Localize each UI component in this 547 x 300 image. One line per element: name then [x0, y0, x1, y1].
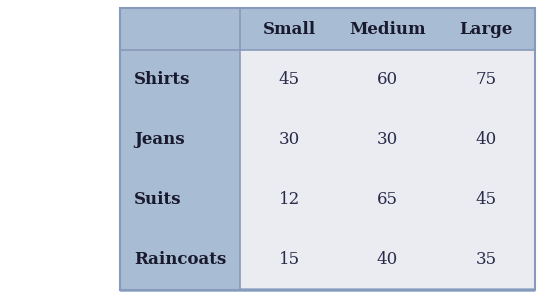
Bar: [240, 50, 535, 290]
Text: 40: 40: [377, 251, 398, 268]
Text: Jeans: Jeans: [134, 131, 185, 148]
Text: 75: 75: [475, 71, 496, 88]
Bar: [120, 50, 240, 290]
Text: Large: Large: [459, 20, 513, 38]
Text: 12: 12: [278, 191, 300, 208]
Text: 30: 30: [377, 131, 398, 148]
Text: 45: 45: [475, 191, 496, 208]
Text: Shirts: Shirts: [134, 71, 190, 88]
Text: 65: 65: [377, 191, 398, 208]
Text: 45: 45: [278, 71, 300, 88]
Text: Medium: Medium: [349, 20, 426, 38]
Text: 30: 30: [278, 131, 300, 148]
Text: Small: Small: [263, 20, 316, 38]
Text: 40: 40: [475, 131, 497, 148]
Bar: [120, 288, 535, 292]
Text: Suits: Suits: [134, 191, 182, 208]
Text: 15: 15: [278, 251, 300, 268]
Text: 35: 35: [475, 251, 496, 268]
Text: Raincoats: Raincoats: [134, 251, 226, 268]
Bar: [120, 8, 535, 50]
Text: 60: 60: [377, 71, 398, 88]
Bar: [120, 8, 535, 290]
